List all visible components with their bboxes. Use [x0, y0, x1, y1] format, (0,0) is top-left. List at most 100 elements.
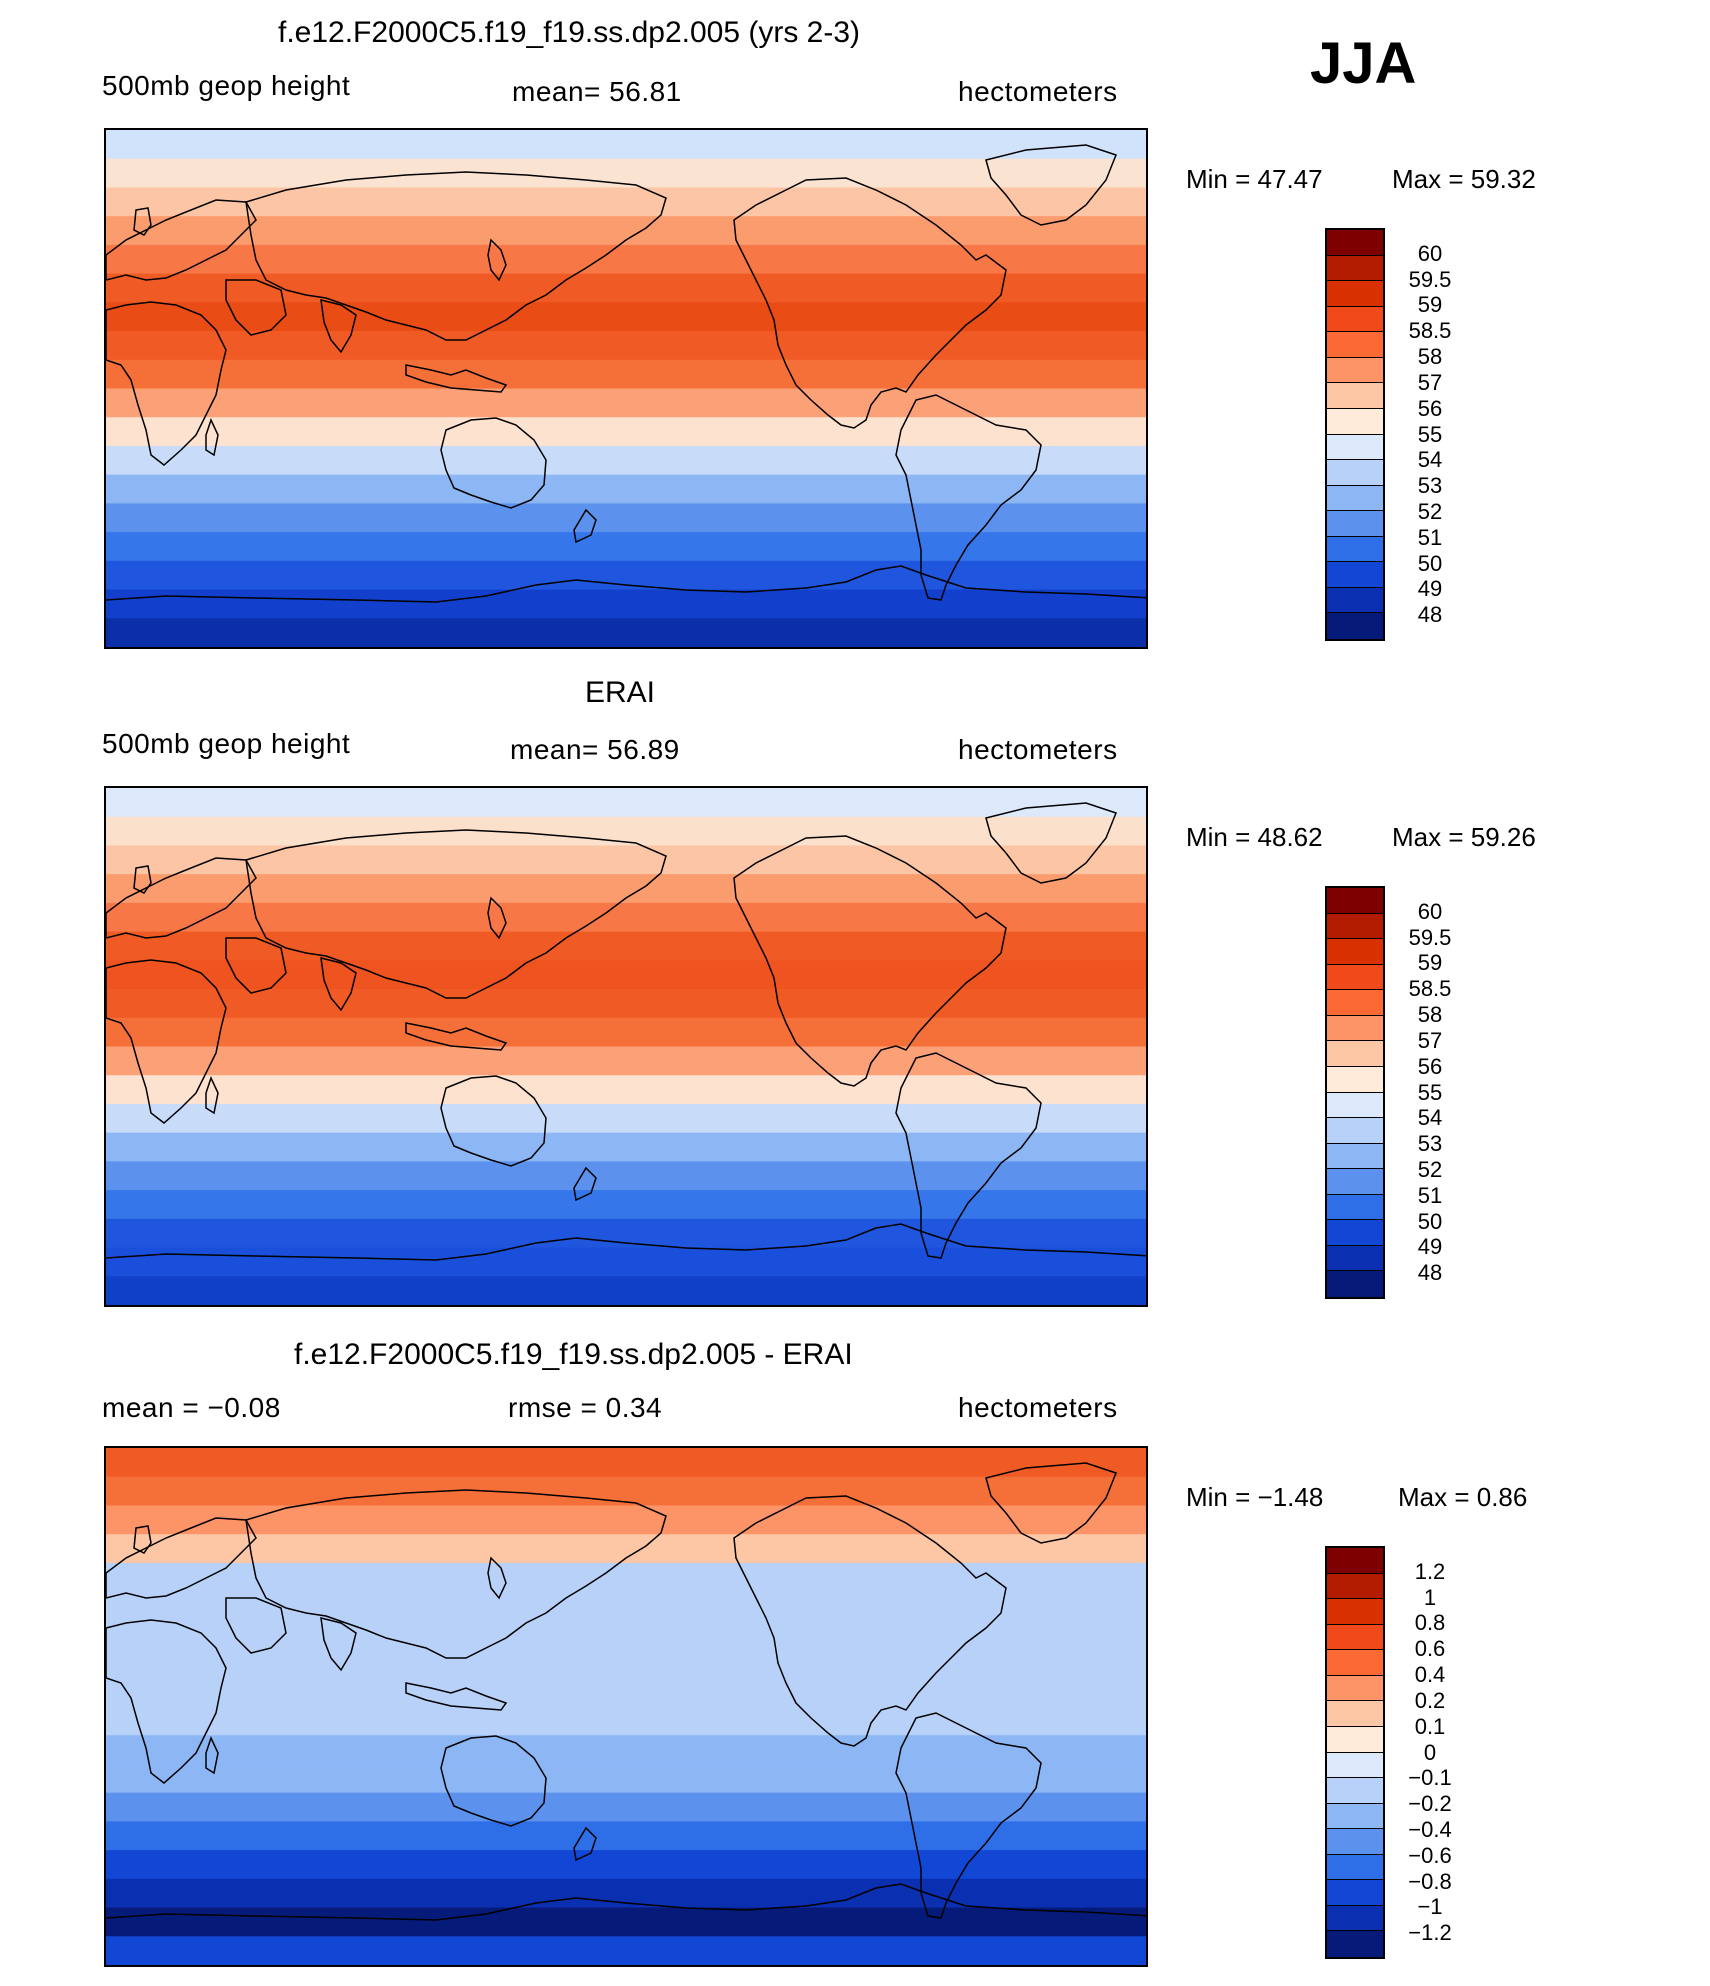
colorbar-tick-label: 54: [1417, 447, 1443, 473]
colorbar-swatch: [1327, 1726, 1383, 1753]
coastline: [106, 1883, 1146, 1921]
contour-band: [106, 244, 1146, 275]
colorbar-tick-label: −0.8: [1408, 1868, 1452, 1894]
coastline: [733, 1495, 1007, 1747]
contour-band: [106, 503, 1146, 534]
colorbar-swatch: [1327, 1041, 1383, 1067]
panel-title: ERAI: [585, 676, 656, 709]
coastline: [440, 1075, 547, 1167]
colorbar-tick-label: 58.5: [1408, 318, 1452, 344]
coastline: [205, 1075, 219, 1115]
colorbar-swatch: [1327, 1220, 1383, 1246]
panel-title: f.e12.F2000C5.f19_f19.ss.dp2.005 - ERAI: [294, 1338, 853, 1371]
colorbar-tick-label: 56: [1417, 1053, 1443, 1079]
colorbar-tick-label: −0.2: [1408, 1791, 1452, 1817]
coastline: [405, 364, 508, 393]
colorbar-tick-label: 59: [1417, 292, 1443, 318]
colorbar-swatch: [1327, 888, 1383, 914]
coastline: [895, 394, 1042, 601]
contour-map: [106, 788, 1146, 1305]
contour-band: [106, 1677, 1146, 1708]
units-label: hectometers: [958, 76, 1118, 107]
coastline: [133, 865, 152, 894]
coastline: [106, 959, 227, 1124]
contour-band: [106, 989, 1146, 1019]
coastline: [106, 565, 1146, 603]
colorbar-tick-label: 58.5: [1408, 976, 1452, 1002]
coastline: [320, 299, 357, 354]
colorbar-tick-label: 53: [1417, 473, 1443, 499]
contour-band: [106, 1218, 1146, 1249]
colorbar-tick-label: 59.5: [1408, 924, 1452, 950]
colorbar-swatch: [1327, 562, 1383, 588]
colorbar-tick-label: 59.5: [1408, 266, 1452, 292]
contour-band: [106, 1907, 1146, 1938]
contour-band: [106, 1448, 1146, 1478]
map-model: [104, 128, 1148, 649]
max-label: Max = 59.32: [1392, 164, 1536, 194]
contour-band: [106, 1850, 1146, 1880]
contour-band: [106, 788, 1146, 818]
colorbar-tick-label: 60: [1417, 898, 1443, 924]
colorbar-tick-label: 55: [1417, 421, 1443, 447]
contour-band: [106, 1046, 1146, 1077]
contour-band: [106, 359, 1146, 390]
colorbar-swatch: [1327, 990, 1383, 1016]
colorbar-swatch: [1327, 485, 1383, 512]
colorbar-tick-label: 1: [1423, 1584, 1437, 1610]
contour-band: [106, 130, 1146, 160]
colorbar-tick-label: 58: [1417, 1002, 1443, 1028]
colorbar-swatch: [1327, 357, 1383, 384]
coastline: [245, 1489, 667, 1659]
colorbar-tick-label: 51: [1417, 1182, 1443, 1208]
colorbar-tick-label: −1.2: [1408, 1920, 1452, 1946]
contour-band: [106, 388, 1146, 419]
colorbar-swatch: [1327, 1675, 1383, 1702]
colorbar-swatch: [1327, 1245, 1383, 1272]
units-label: hectometers: [958, 1392, 1118, 1423]
colorbar-swatch: [1327, 460, 1383, 486]
diff-mean-label: mean = −0.08: [102, 1392, 281, 1423]
coastline: [733, 835, 1007, 1087]
coastline: [106, 199, 257, 281]
colorbar-swatch: [1327, 1548, 1383, 1574]
coastline: [573, 1166, 597, 1202]
contour-band: [106, 845, 1146, 876]
colorbar-swatch: [1327, 1624, 1383, 1651]
contour-band: [106, 1276, 1146, 1305]
contour-band: [106, 187, 1146, 218]
coastline: [487, 238, 507, 282]
colorbar-tick-label: 60: [1417, 240, 1443, 266]
contour-band: [106, 1649, 1146, 1679]
contour-band: [106, 618, 1146, 647]
colorbar-tick-label: 50: [1417, 550, 1443, 576]
mean-label: mean= 56.89: [510, 734, 680, 765]
colorbar-swatch: [1327, 332, 1383, 358]
coastline: [225, 279, 287, 336]
contour-band: [106, 302, 1146, 333]
colorbar-tick-label: 52: [1417, 498, 1443, 524]
colorbar-swatch: [1327, 1599, 1383, 1625]
colorbar-swatch: [1327, 613, 1383, 639]
colorbar-swatch: [1327, 536, 1383, 563]
colorbar-tick-label: 55: [1417, 1079, 1443, 1105]
contour-band: [106, 560, 1146, 591]
colorbar-tick-label: 53: [1417, 1131, 1443, 1157]
colorbar-tick-label: 49: [1417, 576, 1443, 602]
colorbar-swatch: [1327, 1829, 1383, 1855]
colorbar-swatch: [1327, 1573, 1383, 1600]
colorbar-swatch: [1327, 434, 1383, 461]
colorbar-swatch: [1327, 913, 1383, 940]
colorbar-tick-label: 0.1: [1414, 1713, 1446, 1739]
coastline: [440, 417, 547, 509]
colorbar-tick-label: −0.6: [1408, 1842, 1452, 1868]
contour-band: [106, 1103, 1146, 1134]
colorbar-swatch: [1327, 1092, 1383, 1119]
colorbar-swatch: [1327, 964, 1383, 991]
contour-band: [106, 445, 1146, 476]
max-label: Max = 59.26: [1392, 822, 1536, 852]
colorbar-tick-label: 0.6: [1414, 1636, 1446, 1662]
contour-band: [106, 474, 1146, 505]
contour-band: [106, 874, 1146, 904]
colorbar-tick-label: 58: [1417, 344, 1443, 370]
